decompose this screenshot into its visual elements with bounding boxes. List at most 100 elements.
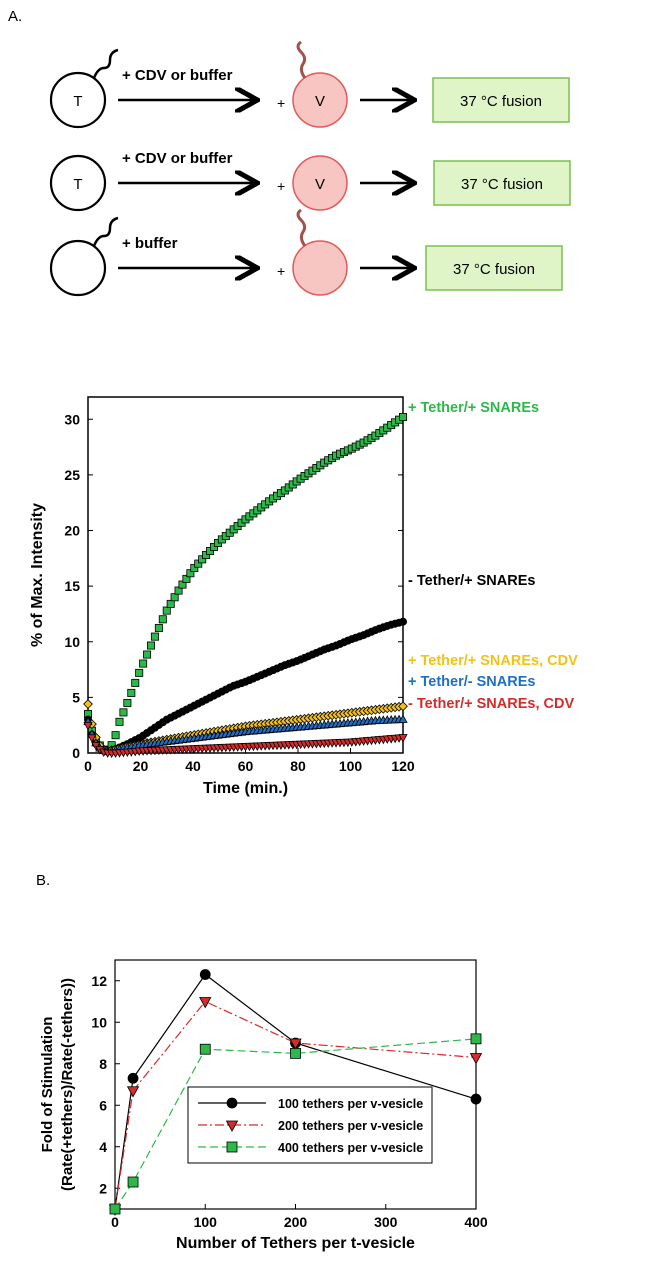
data-point xyxy=(131,678,140,687)
treatment-label: + CDV or buffer xyxy=(122,67,233,84)
data-point xyxy=(109,1203,121,1215)
data-point xyxy=(111,731,120,740)
plot-frame xyxy=(114,959,477,1210)
t-vesicle-label: T xyxy=(73,176,82,193)
y-tick-label: 5 xyxy=(72,689,80,705)
legend-marker xyxy=(225,1120,239,1132)
y-axis-label-line2: (Rate(+tethers)/Rate(-tethers)) xyxy=(59,978,76,1191)
x-tick-label: 120 xyxy=(391,758,415,774)
series-2 xyxy=(109,1033,482,1215)
x-tick-label: 60 xyxy=(238,758,254,774)
legend-label: 400 tethers per v-vesicle xyxy=(278,1141,423,1155)
y-tick-label: 12 xyxy=(91,973,107,989)
series-label: + Tether/+ SNAREs, CDV xyxy=(408,653,578,669)
data-point xyxy=(83,721,93,731)
x-tick-label: 300 xyxy=(374,1214,398,1230)
fusion-result-label: 37 °C fusion xyxy=(460,93,542,110)
tether-icon xyxy=(92,216,119,247)
data-point xyxy=(123,698,132,707)
y-tick-label: 2 xyxy=(99,1180,107,1196)
data-point xyxy=(398,714,408,723)
legend-label: 100 tethers per v-vesicle xyxy=(278,1097,423,1111)
series-4 xyxy=(83,721,408,759)
data-point xyxy=(290,1047,301,1059)
data-point xyxy=(115,717,124,726)
data-point xyxy=(154,623,163,632)
data-point xyxy=(199,969,211,980)
data-point xyxy=(119,708,128,717)
plus-sign: + xyxy=(277,178,285,194)
x-axis-label: Time (min.) xyxy=(203,780,288,797)
fusion-kinetics-chart: 0 20 40 60 80 100 120 0 5 10 15 20 25 30 Time (min.) % … xyxy=(29,396,578,797)
data-point xyxy=(398,617,407,626)
data-point xyxy=(150,632,159,641)
v-vesicle-label: V xyxy=(315,176,325,193)
panel-b-label: B. xyxy=(36,872,51,889)
y-axis-label: Fold of Stimulation xyxy=(39,1017,56,1153)
x-tick-label: 200 xyxy=(284,1214,308,1230)
t-vesicle xyxy=(49,239,107,297)
data-point xyxy=(135,668,144,677)
scheme-row: T + CDV or buffer + V 37 °C fusion xyxy=(49,40,570,129)
treatment-label: + CDV or buffer xyxy=(122,150,233,167)
y-tick-label: 20 xyxy=(64,523,80,539)
y-tick-label: 25 xyxy=(64,467,80,483)
x-tick-label: 40 xyxy=(185,758,201,774)
data-point xyxy=(126,1086,140,1098)
fusion-scheme-diagram: T + CDV or buffer + V 37 °C fusion T + CDV or … xyxy=(49,40,571,297)
x-tick-label: 20 xyxy=(133,758,149,774)
t-vesicle xyxy=(49,71,107,129)
series-label: - Tether/+ SNAREs, CDV xyxy=(408,696,574,712)
y-tick-label: 6 xyxy=(99,1097,107,1113)
plus-sign: + xyxy=(277,95,285,111)
x-axis-label: Number of Tethers per t-vesicle xyxy=(176,1235,415,1252)
data-point xyxy=(398,734,408,743)
x-tick-label: 400 xyxy=(464,1214,488,1230)
y-tick-label: 0 xyxy=(72,745,80,761)
data-point xyxy=(199,1043,211,1055)
x-tick-label: 100 xyxy=(339,758,363,774)
x-tick-label: 80 xyxy=(290,758,306,774)
legend-label: 200 tethers per v-vesicle xyxy=(278,1119,423,1133)
data-point xyxy=(170,593,179,602)
v-vesicle xyxy=(292,155,348,211)
fusion-result-box xyxy=(425,245,563,291)
treatment-label: + buffer xyxy=(122,235,178,252)
v-vesicle xyxy=(292,240,348,296)
t-vesicle-label: T xyxy=(73,93,82,110)
v-vesicle-label: V xyxy=(315,93,325,110)
data-point xyxy=(91,741,101,751)
data-point xyxy=(470,1033,482,1045)
data-point xyxy=(162,606,171,615)
panel-a-label: A. xyxy=(8,8,23,25)
legend-marker xyxy=(226,1141,238,1153)
data-point xyxy=(83,699,93,709)
data-point xyxy=(127,1176,139,1188)
y-axis-label: % of Max. Intensity xyxy=(29,503,46,647)
fusion-result-box xyxy=(433,160,571,206)
data-point xyxy=(143,650,152,659)
data-point xyxy=(146,641,155,650)
data-point xyxy=(199,997,212,1009)
series-0 xyxy=(84,413,407,755)
fusion-result-box xyxy=(432,77,570,123)
y-tick-label: 10 xyxy=(91,1014,107,1030)
data-point xyxy=(127,688,136,697)
plus-sign: + xyxy=(277,263,285,279)
tether-icon xyxy=(296,208,307,247)
data-point xyxy=(87,734,97,743)
data-point xyxy=(398,413,407,422)
fusion-result-label: 37 °C fusion xyxy=(453,261,535,278)
t-vesicle xyxy=(49,154,107,212)
data-point xyxy=(398,701,408,712)
y-tick-label: 4 xyxy=(99,1139,107,1155)
tether-stimulation-chart: 0 100 200 300 400 2 4 6 8 10 12 Number of Tethers p… xyxy=(39,959,488,1252)
tether-icon xyxy=(296,40,307,79)
v-vesicle xyxy=(292,72,348,128)
y-tick-label: 30 xyxy=(64,411,80,427)
series-label: + Tether/- SNAREs xyxy=(408,674,535,690)
y-tick-label: 10 xyxy=(64,634,80,650)
data-point xyxy=(139,659,148,668)
legend-marker xyxy=(226,1097,238,1109)
y-tick-label: 8 xyxy=(99,1056,107,1072)
